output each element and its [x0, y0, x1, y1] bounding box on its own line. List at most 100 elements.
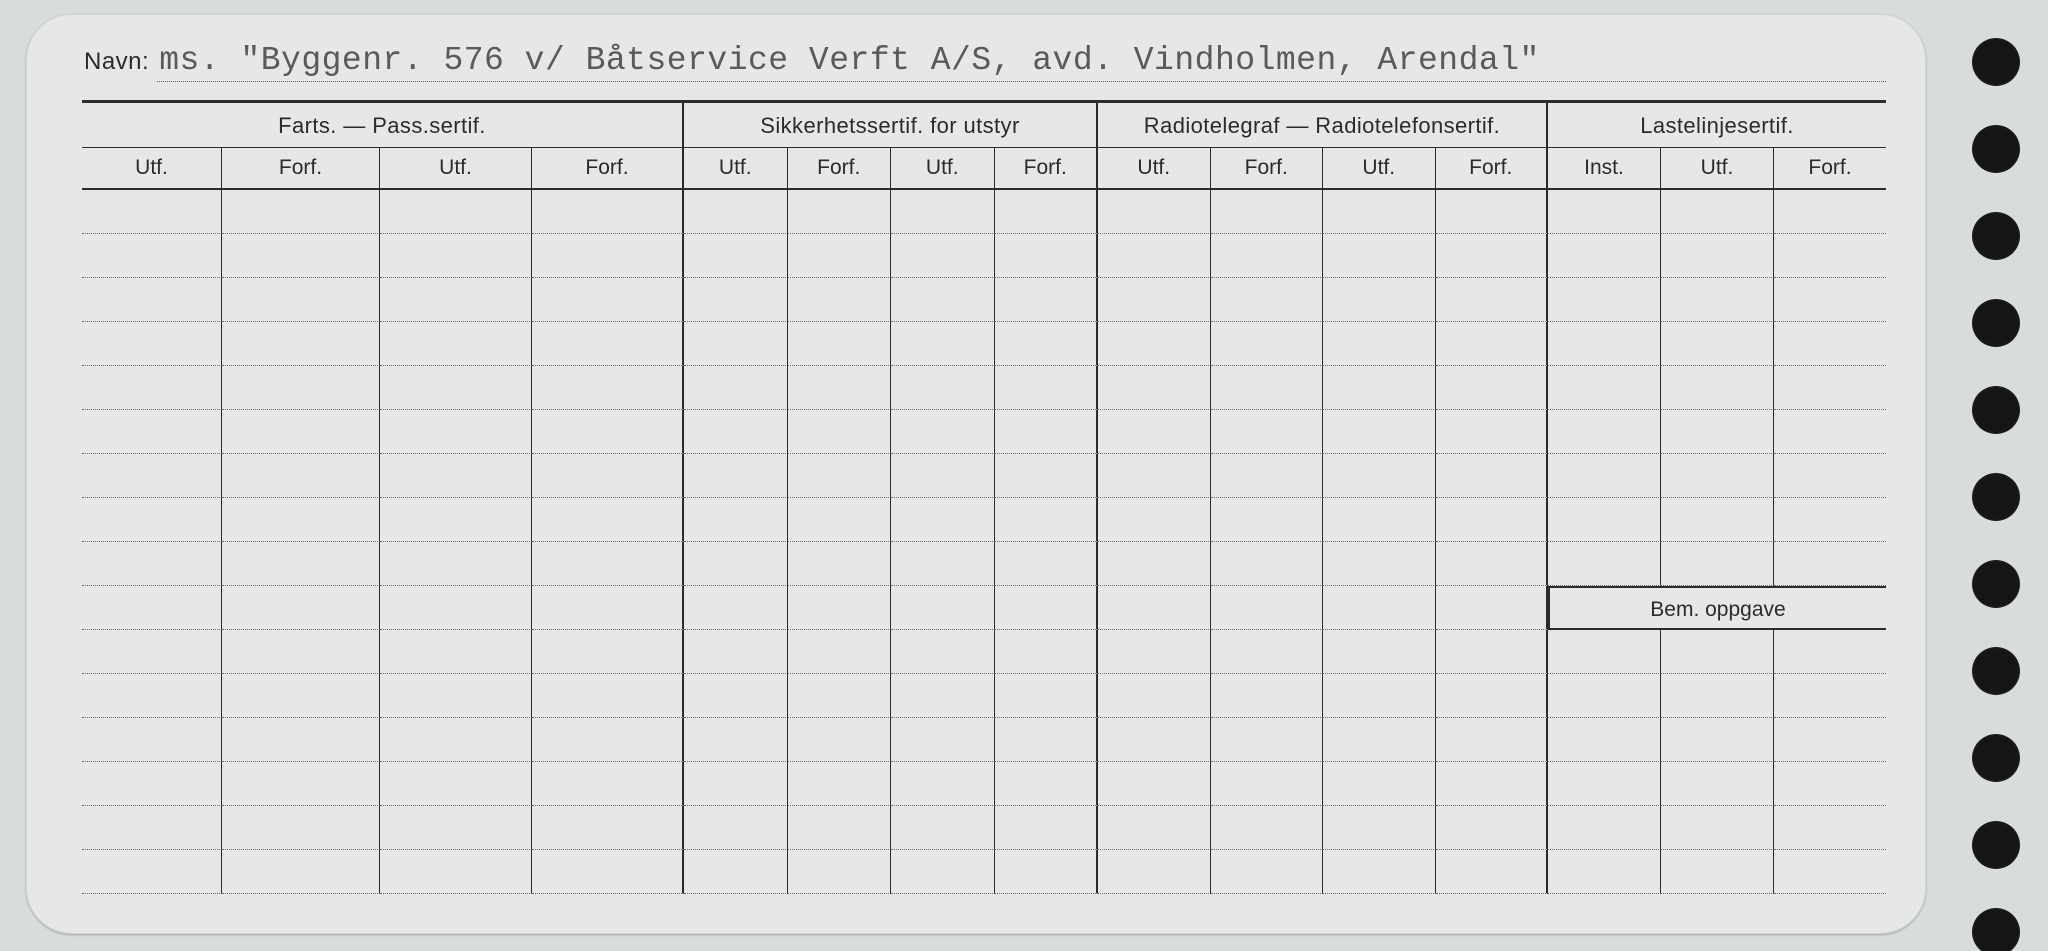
table-cell — [222, 366, 380, 410]
table-cell — [380, 410, 532, 454]
table-cell — [684, 454, 788, 498]
table-cell — [1323, 718, 1436, 762]
table-cell — [1098, 366, 1211, 410]
table-cell — [1774, 190, 1886, 234]
table-cell — [1436, 674, 1549, 718]
table-cell — [222, 498, 380, 542]
table-cell — [1774, 410, 1886, 454]
table-cell — [995, 674, 1099, 718]
table-cell — [222, 190, 380, 234]
table-cell — [222, 234, 380, 278]
table-cell — [1211, 542, 1324, 586]
table-cell — [995, 718, 1099, 762]
table-cell — [788, 454, 892, 498]
punch-hole — [1972, 734, 2020, 782]
table-cell — [1323, 190, 1436, 234]
table-row — [82, 630, 1886, 674]
table-cell — [1098, 762, 1211, 806]
table-cell — [82, 234, 222, 278]
table-cell — [380, 762, 532, 806]
table-cell — [1098, 806, 1211, 850]
table-cell — [1661, 850, 1774, 894]
table-cell — [1661, 806, 1774, 850]
table-cell — [1323, 322, 1436, 366]
table-cell — [1098, 234, 1211, 278]
table-cell — [1661, 542, 1774, 586]
col-c-utf1: Utf. — [1098, 148, 1211, 188]
table-cell — [1098, 410, 1211, 454]
table-cell — [1211, 630, 1324, 674]
table-cell — [1211, 718, 1324, 762]
table-cell — [1436, 586, 1549, 630]
table-cell — [1323, 850, 1436, 894]
table-cell — [1323, 278, 1436, 322]
table-cell — [1661, 322, 1774, 366]
table-cell — [788, 674, 892, 718]
table-cell — [684, 850, 788, 894]
col-c-forf1: Forf. — [1211, 148, 1324, 188]
table-cell — [1661, 410, 1774, 454]
table-cell — [684, 630, 788, 674]
table-cell — [788, 234, 892, 278]
table-cell — [532, 410, 684, 454]
table-cell — [1098, 190, 1211, 234]
table-cell — [380, 190, 532, 234]
table-cell — [1323, 542, 1436, 586]
table-cell — [82, 366, 222, 410]
table-cell — [532, 498, 684, 542]
table-cell — [1211, 322, 1324, 366]
table-row — [82, 762, 1886, 806]
table-cell — [1774, 630, 1886, 674]
table-cell — [995, 542, 1099, 586]
table-cell — [1098, 718, 1211, 762]
table-cell — [788, 190, 892, 234]
table-cell — [995, 454, 1099, 498]
binder-punch-column — [1972, 38, 2020, 951]
table-cell — [1548, 278, 1661, 322]
table-cell — [1323, 806, 1436, 850]
table-cell — [222, 806, 380, 850]
table-cell — [222, 454, 380, 498]
table-cell — [1548, 850, 1661, 894]
table-cell — [380, 630, 532, 674]
table-cell — [1661, 190, 1774, 234]
table-cell — [1323, 234, 1436, 278]
table-cell — [891, 762, 995, 806]
table-cell — [1774, 322, 1886, 366]
table-row — [82, 850, 1886, 894]
table-cell — [891, 190, 995, 234]
col-d-utf: Utf. — [1661, 148, 1774, 188]
table-cell — [1323, 410, 1436, 454]
table-cell — [788, 586, 892, 630]
table-cell — [891, 586, 995, 630]
table-cell — [380, 234, 532, 278]
table-cell — [380, 850, 532, 894]
table-cell — [891, 674, 995, 718]
table-cell — [1436, 806, 1549, 850]
table-cell — [1323, 674, 1436, 718]
table-cell — [222, 410, 380, 454]
table-row — [82, 542, 1886, 586]
table-cell — [222, 850, 380, 894]
table-cell — [1548, 542, 1661, 586]
table-cell — [222, 718, 380, 762]
table-cell — [222, 278, 380, 322]
table-row — [82, 278, 1886, 322]
punch-hole — [1972, 647, 2020, 695]
table-cell — [1548, 498, 1661, 542]
punch-hole — [1972, 473, 2020, 521]
table-row — [82, 718, 1886, 762]
table-cell — [995, 322, 1099, 366]
table-cell — [532, 322, 684, 366]
table-cell — [1436, 366, 1549, 410]
table-cell — [532, 850, 684, 894]
certificate-grid: Farts. — Pass.sertif. Sikkerhetssertif. … — [82, 100, 1886, 894]
table-row — [82, 322, 1886, 366]
table-cell — [1323, 586, 1436, 630]
table-cell — [1774, 674, 1886, 718]
table-cell — [1661, 278, 1774, 322]
punch-hole — [1972, 560, 2020, 608]
table-cell — [684, 586, 788, 630]
table-row — [82, 190, 1886, 234]
table-cell — [788, 718, 892, 762]
